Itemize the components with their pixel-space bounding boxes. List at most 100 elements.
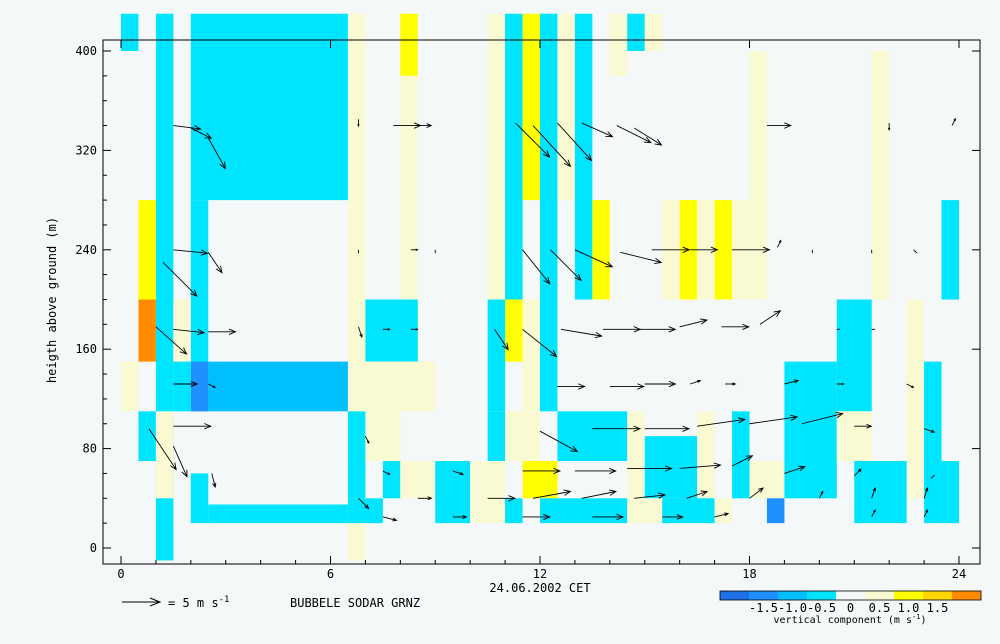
colorbar-tick-label: -1.0 bbox=[778, 601, 807, 615]
wind-vector-head bbox=[563, 489, 572, 496]
wind-vector-shaft bbox=[358, 497, 369, 509]
heatmap-cell bbox=[644, 436, 698, 499]
wind-vector-head bbox=[700, 490, 709, 497]
wind-vector bbox=[414, 123, 433, 128]
heatmap-cell bbox=[766, 498, 785, 524]
wind-vector bbox=[759, 310, 782, 325]
wind-vector-head bbox=[682, 246, 691, 253]
wind-vector-shaft bbox=[190, 127, 212, 139]
wind-vector-head bbox=[190, 289, 198, 298]
wind-vector-shaft bbox=[906, 383, 914, 388]
heatmap-cell bbox=[924, 361, 942, 524]
heatmap-cell bbox=[714, 498, 733, 524]
wind-vector-head bbox=[953, 117, 956, 122]
wind-vector bbox=[190, 127, 213, 139]
wind-vector-shaft bbox=[923, 509, 928, 518]
wind-vector bbox=[913, 249, 918, 254]
wind-vector-head bbox=[204, 132, 213, 139]
wind-vector bbox=[766, 122, 792, 129]
heatmap-cell bbox=[505, 299, 523, 362]
footer-station-label: BUBBELE SODAR GRNZ bbox=[290, 596, 420, 610]
wind-vector bbox=[173, 423, 212, 430]
colorbar-swatch bbox=[836, 591, 865, 600]
wind-vector-shaft bbox=[749, 487, 764, 499]
wind-vector bbox=[690, 246, 719, 253]
wind-vector bbox=[854, 423, 873, 429]
heatmap-cell bbox=[347, 498, 383, 524]
wind-vector bbox=[784, 465, 806, 474]
wind-vector-head bbox=[737, 417, 746, 424]
wind-vector bbox=[452, 470, 465, 476]
wind-vector-shaft bbox=[923, 487, 928, 499]
wind-vector-shaft bbox=[532, 491, 571, 499]
wind-vector-shaft bbox=[930, 474, 935, 479]
wind-vector bbox=[662, 514, 684, 520]
heatmap-cell bbox=[365, 299, 418, 362]
colorbar-tick-label: 0 bbox=[847, 601, 854, 615]
colorbar-frame bbox=[719, 590, 982, 601]
colorbar-swatch bbox=[923, 591, 952, 600]
wind-vector bbox=[634, 127, 663, 146]
heatmap-cell bbox=[138, 299, 156, 362]
wind-vector bbox=[923, 509, 929, 518]
wind-vector-head bbox=[459, 471, 465, 476]
wind-vector bbox=[609, 383, 645, 390]
wind-vector-head bbox=[931, 429, 936, 433]
wind-vector-shaft bbox=[532, 125, 571, 167]
wind-vector bbox=[592, 425, 642, 432]
wind-vector-shaft bbox=[211, 473, 216, 488]
wind-vector-head bbox=[778, 239, 782, 243]
wind-vector-shaft bbox=[679, 319, 707, 328]
wind-vector-head bbox=[710, 246, 719, 253]
heatmap-cell bbox=[854, 461, 907, 524]
wind-vector-shaft bbox=[818, 491, 824, 499]
heatmap-cell bbox=[138, 13, 156, 52]
colorbar-tick-label: -0.5 bbox=[807, 601, 836, 615]
wind-vector-head bbox=[415, 248, 419, 252]
wind-vector-shaft bbox=[616, 125, 652, 143]
heatmap-cell bbox=[365, 411, 401, 462]
colorbar-label-suffix: ) bbox=[920, 615, 926, 626]
colorbar-tick-label: 1.0 bbox=[898, 601, 920, 615]
heatmap-cell bbox=[487, 411, 506, 462]
wind-vector-head bbox=[664, 465, 673, 472]
wind-vector bbox=[749, 414, 799, 425]
heatmap-cell bbox=[400, 75, 418, 362]
heatmap-cell bbox=[487, 299, 506, 412]
wind-vector-shaft bbox=[173, 328, 205, 334]
wind-vector-head bbox=[658, 492, 667, 499]
heatmap-cell bbox=[138, 200, 156, 300]
colorbar-swatch bbox=[807, 591, 836, 600]
wind-vector-head bbox=[584, 153, 593, 162]
wind-vector-head bbox=[426, 123, 433, 128]
wind-vector bbox=[784, 379, 800, 385]
wind-vector-shaft bbox=[207, 252, 223, 273]
wind-vector-shaft bbox=[162, 261, 198, 297]
wind-vector bbox=[581, 122, 614, 138]
wind-vector bbox=[452, 514, 468, 519]
wind-vector-shaft bbox=[689, 380, 701, 385]
heatmap-cell bbox=[487, 13, 506, 300]
wind-vector-shaft bbox=[913, 249, 918, 254]
wind-vector-head bbox=[676, 514, 684, 520]
wind-vector-shaft bbox=[173, 125, 201, 130]
wind-vector-head bbox=[357, 124, 360, 128]
heatmap-cell bbox=[121, 13, 139, 52]
x-tick-label: 6 bbox=[327, 567, 334, 581]
heatmap-cell bbox=[470, 461, 506, 524]
wind-vector-shaft bbox=[679, 464, 721, 469]
wind-vector-shaft bbox=[853, 468, 862, 477]
wind-vector bbox=[731, 455, 754, 467]
wind-vector bbox=[574, 249, 614, 268]
wind-vector-shaft bbox=[207, 137, 226, 169]
wind-vector-shaft bbox=[560, 328, 602, 337]
wind-vector-head bbox=[637, 383, 645, 390]
heatmap-cell bbox=[522, 461, 558, 499]
colorbar-tick-label: 1.5 bbox=[927, 601, 949, 615]
wind-vector bbox=[173, 380, 199, 388]
heatmap-cell bbox=[505, 411, 540, 462]
wind-vector bbox=[644, 425, 691, 432]
heatmap-cell bbox=[190, 361, 209, 412]
